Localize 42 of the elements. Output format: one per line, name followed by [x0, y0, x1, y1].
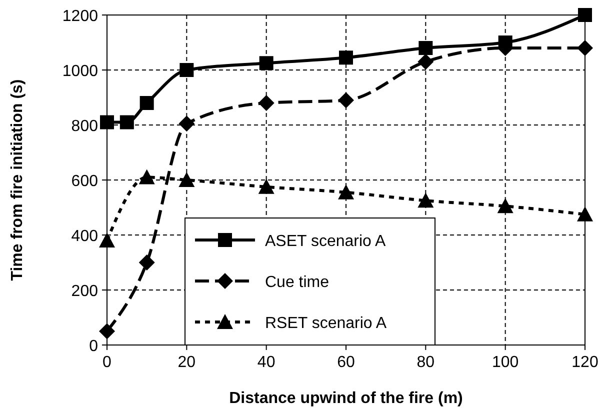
- legend-label: Cue time: [265, 274, 330, 291]
- point: [140, 96, 154, 110]
- y-tick-label: 0: [89, 338, 98, 355]
- point: [258, 178, 274, 194]
- point: [418, 41, 433, 55]
- point: [178, 172, 195, 187]
- x-tick-label: 0: [102, 354, 112, 371]
- y-axis-title: Time from fire initiation (s): [9, 79, 26, 281]
- point: [100, 115, 114, 130]
- y-tick-label: 400: [71, 228, 98, 245]
- point: [99, 232, 115, 248]
- point: [138, 169, 155, 184]
- point: [578, 8, 592, 22]
- point: [180, 63, 194, 77]
- x-tick-label: 40: [257, 354, 276, 371]
- point: [577, 40, 593, 56]
- point: [418, 192, 434, 208]
- x-tick-label: 60: [337, 354, 355, 371]
- x-tick-label: 120: [572, 354, 598, 371]
- point: [418, 54, 434, 70]
- y-tick-label: 600: [71, 173, 98, 190]
- point: [338, 184, 354, 200]
- point: [258, 95, 274, 111]
- point: [120, 115, 134, 130]
- y-tick-label: 800: [71, 118, 98, 135]
- x-tick-label: 20: [178, 354, 196, 371]
- point: [338, 92, 354, 108]
- point: [259, 56, 274, 70]
- y-tick-label: 1200: [62, 8, 98, 25]
- point: [497, 198, 514, 214]
- x-tick-label: 100: [492, 354, 519, 371]
- point: [577, 206, 593, 222]
- x-tick-label: 80: [416, 354, 435, 371]
- point: [339, 50, 353, 65]
- y-tick-label: 200: [71, 283, 98, 300]
- point: [138, 254, 155, 270]
- legend-label: ASET scenario A: [265, 233, 386, 250]
- y-tick-label: 1000: [62, 63, 98, 80]
- legend-label: RSET scenario A: [265, 315, 387, 332]
- point: [99, 323, 115, 340]
- x-axis-title: Distance upwind of the fire (m): [229, 390, 463, 407]
- point: [178, 116, 195, 132]
